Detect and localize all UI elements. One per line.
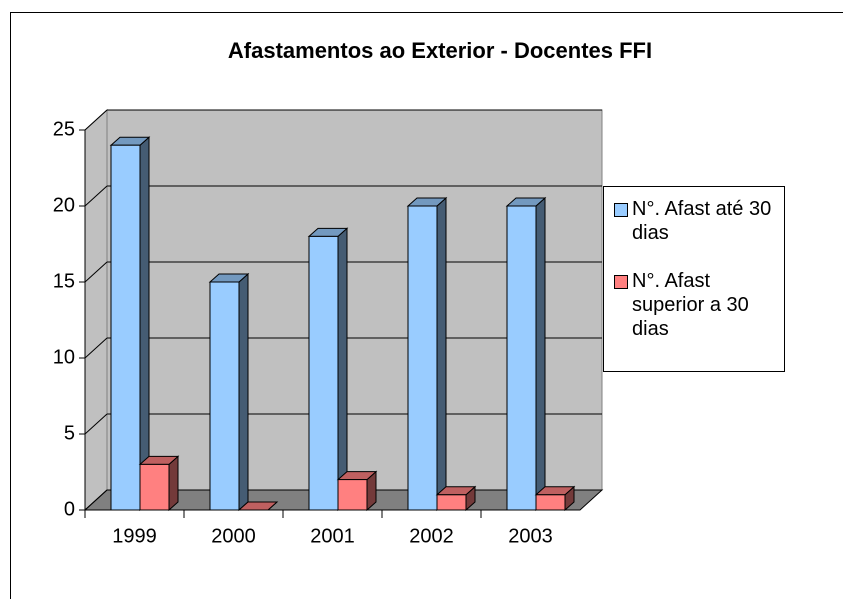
side-wall (84, 108, 108, 512)
bar (109, 136, 151, 512)
bar (208, 272, 250, 512)
grid-line (84, 413, 108, 435)
bar-face (436, 196, 447, 512)
x-tick-label: 2001 (310, 525, 355, 547)
y-tick-label: 0 (64, 498, 75, 520)
bar-face (168, 455, 179, 512)
legend-swatch (614, 203, 628, 217)
legend-label: N°. Afast até 30 dias (632, 198, 772, 244)
grid-line (84, 337, 108, 359)
y-tick-label: 25 (53, 118, 75, 140)
bar-face (337, 479, 368, 511)
grid-line (84, 261, 108, 283)
legend: N°. Afast até 30 dias N°. Afast superior … (603, 186, 785, 372)
bar-face (139, 136, 150, 512)
bar-face (237, 501, 279, 511)
bar (138, 455, 180, 512)
bar (435, 485, 477, 512)
bar-face (337, 227, 348, 512)
bar (534, 485, 576, 512)
y-tick-label: 15 (53, 270, 75, 292)
grid-line (84, 489, 108, 511)
y-tick-label: 10 (53, 346, 75, 368)
bar (406, 196, 448, 512)
bar-face (535, 196, 546, 512)
chart-title: Afastamentos ao Exterior - Docentes FFI (228, 38, 652, 63)
bar-face (436, 494, 467, 511)
legend-entry: N°. Afast superior a 30 dias (614, 269, 778, 341)
grid-line (84, 109, 108, 131)
bar-face (209, 281, 240, 511)
legend-label: N°. Afast superior a 30 dias (632, 270, 749, 340)
x-tick-label: 2003 (508, 525, 553, 547)
bar-face (506, 205, 537, 511)
y-tick-label: 5 (64, 422, 75, 444)
bar-face (535, 494, 566, 511)
legend-entry: N°. Afast até 30 dias (614, 197, 778, 245)
x-tick-label: 2000 (211, 525, 256, 547)
x-tick-label: 1999 (112, 525, 157, 547)
bar-face (139, 463, 170, 511)
bar (307, 227, 349, 512)
bar (505, 196, 547, 512)
x-tick-label: 2002 (409, 525, 454, 547)
bar-face (110, 144, 141, 511)
bar-face (308, 235, 339, 511)
grid-line (84, 185, 108, 207)
legend-swatch (614, 275, 628, 289)
bar-face (238, 272, 249, 512)
bar-face (407, 205, 438, 511)
y-tick-label: 20 (53, 194, 75, 216)
bar (336, 470, 378, 512)
bar (237, 501, 279, 511)
